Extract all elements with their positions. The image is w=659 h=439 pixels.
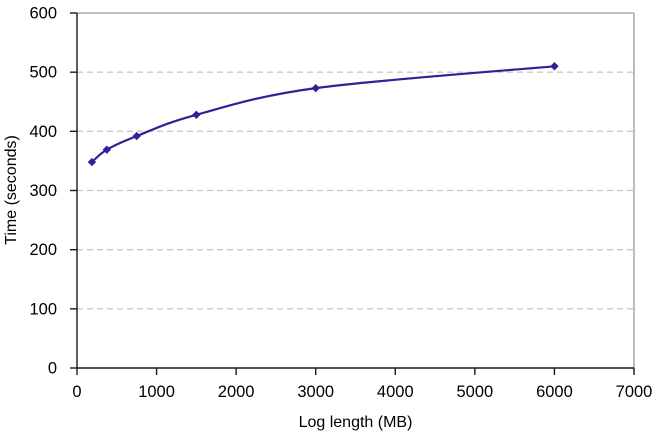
y-tick-label: 300 bbox=[29, 182, 57, 200]
y-tick-label: 100 bbox=[29, 300, 57, 318]
data-point-marker bbox=[550, 62, 559, 71]
series-line bbox=[90, 65, 556, 164]
data-point-marker bbox=[132, 131, 141, 141]
data-point-marker bbox=[102, 145, 112, 154]
x-tick-label: 0 bbox=[72, 383, 81, 401]
y-tick-label: 600 bbox=[29, 5, 57, 23]
x-tick-label: 4000 bbox=[377, 383, 414, 401]
data-point-marker bbox=[192, 110, 201, 119]
x-axis-title: Log length (MB) bbox=[298, 414, 413, 431]
x-tick-label: 5000 bbox=[456, 383, 493, 401]
y-tick-label: 500 bbox=[29, 64, 57, 82]
y-tick-label: 0 bbox=[48, 360, 57, 378]
x-tick-label: 2000 bbox=[218, 383, 255, 401]
y-tick-label: 200 bbox=[29, 241, 57, 259]
x-tick-label: 3000 bbox=[297, 383, 334, 401]
y-tick-label: 400 bbox=[29, 123, 57, 141]
x-tick-label: 7000 bbox=[616, 383, 653, 401]
y-axis-title: Time (seconds) bbox=[3, 135, 20, 245]
x-tick-label: 6000 bbox=[536, 383, 573, 401]
data-point-marker bbox=[87, 157, 97, 167]
data-point-marker bbox=[311, 83, 320, 93]
x-tick-label: 1000 bbox=[138, 383, 175, 401]
